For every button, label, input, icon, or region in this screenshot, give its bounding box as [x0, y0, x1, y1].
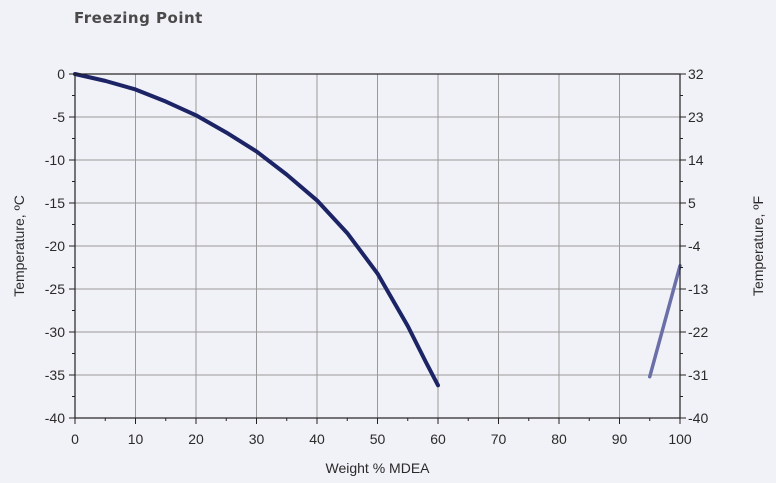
series-line-1	[73, 72, 440, 388]
x-tick-label: 60	[430, 431, 446, 447]
chart-title: Freezing Point	[74, 9, 203, 27]
x-tick-label: 90	[612, 431, 628, 447]
y-tick-label-left: 0	[57, 66, 65, 82]
tick-labels: 0 10 20 30 40 50 60 70 80 90 100 0 -5 -10 -15 -20 -25 -30…	[45, 66, 709, 447]
y-tick-label-left: -35	[45, 367, 65, 383]
y-tick-label-left: -25	[45, 281, 65, 297]
series-line-2	[648, 264, 682, 379]
x-tick-label: 30	[249, 431, 265, 447]
y-tick-label-left: -20	[45, 238, 65, 254]
y-tick-label-right: -13	[688, 281, 708, 297]
y-tick-label-right: 14	[688, 152, 704, 168]
y-tick-label-left: -30	[45, 324, 65, 340]
y-tick-label-left: -10	[45, 152, 65, 168]
axis-ticks	[69, 73, 686, 424]
y-tick-label-right: -4	[688, 238, 701, 254]
y-tick-label-right: -22	[688, 324, 708, 340]
x-tick-label: 20	[188, 431, 204, 447]
x-tick-label: 100	[668, 431, 692, 447]
x-tick-label: 0	[71, 431, 79, 447]
x-tick-label: 10	[128, 431, 144, 447]
x-tick-label: 70	[491, 431, 507, 447]
y-axis-label-left: Temperature, ºC	[11, 195, 27, 297]
series-lines	[73, 72, 682, 388]
y-tick-label-right: -31	[688, 367, 708, 383]
x-tick-label: 40	[309, 431, 325, 447]
y-axis-label-right: Temperature, ºF	[750, 196, 766, 296]
x-tick-label: 80	[551, 431, 567, 447]
x-axis-label: Weight % MDEA	[326, 460, 431, 476]
y-tick-label-left: -15	[45, 195, 65, 211]
y-tick-label-right: 23	[688, 109, 704, 125]
grid-lines	[75, 74, 680, 418]
y-tick-label-left: -5	[53, 109, 66, 125]
y-tick-label-right: 32	[688, 66, 704, 82]
y-tick-label-left: -40	[45, 410, 65, 426]
y-tick-label-right: 5	[688, 195, 696, 211]
x-tick-label: 50	[370, 431, 386, 447]
y-tick-label-right: -40	[688, 410, 708, 426]
